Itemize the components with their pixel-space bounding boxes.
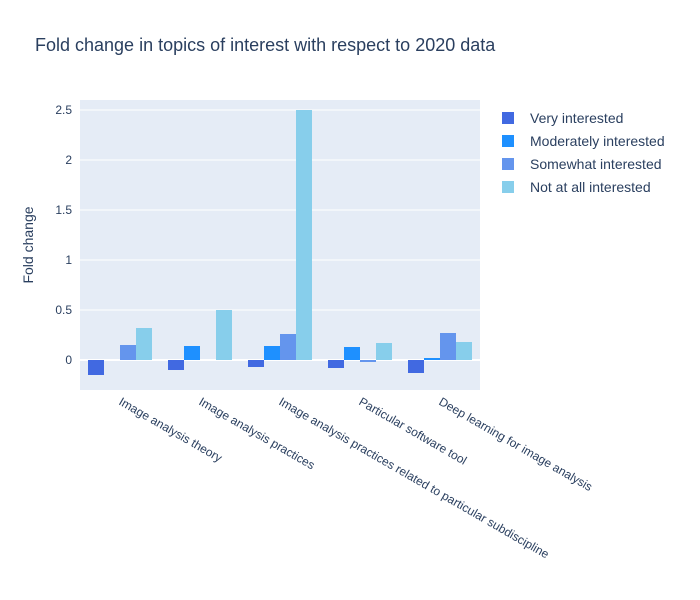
bar	[120, 345, 136, 360]
bar	[344, 347, 360, 360]
legend-swatch	[502, 135, 514, 147]
bar	[264, 346, 280, 360]
bars	[88, 110, 472, 375]
y-tick-label: 2	[65, 153, 72, 167]
bar	[456, 342, 472, 360]
bar	[296, 110, 312, 360]
bar	[424, 358, 440, 360]
legend-label: Not at all interested	[530, 179, 651, 195]
bar	[168, 360, 184, 370]
y-tick-label: 2.5	[55, 103, 72, 117]
y-tick-label: 0.5	[55, 303, 72, 317]
y-tick-label: 0	[65, 353, 72, 367]
bar	[376, 343, 392, 360]
y-axis-title: Fold change	[20, 206, 36, 283]
legend-label: Very interested	[530, 110, 623, 126]
chart-title: Fold change in topics of interest with r…	[35, 35, 496, 55]
bar	[136, 328, 152, 360]
bar	[360, 360, 376, 362]
y-tick-label: 1	[65, 253, 72, 267]
bar	[184, 346, 200, 360]
bar	[328, 360, 344, 368]
legend-swatch	[502, 112, 514, 124]
legend-swatch	[502, 158, 514, 170]
x-tick-label: Image analysis practices related to part…	[277, 394, 552, 561]
x-tick-label: Deep learning for image analysis	[437, 394, 595, 494]
legend: Very interested Moderately interested Some…	[502, 110, 665, 195]
bar	[248, 360, 264, 367]
bar	[280, 334, 296, 360]
bar	[408, 360, 424, 373]
y-axis: 0 0.5 1 1.5 2 2.5	[55, 103, 72, 367]
bar	[88, 360, 104, 375]
y-tick-label: 1.5	[55, 203, 72, 217]
bar	[440, 333, 456, 360]
bar	[216, 310, 232, 360]
legend-label: Moderately interested	[530, 133, 665, 149]
legend-swatch	[502, 181, 514, 193]
legend-label: Somewhat interested	[530, 156, 662, 172]
